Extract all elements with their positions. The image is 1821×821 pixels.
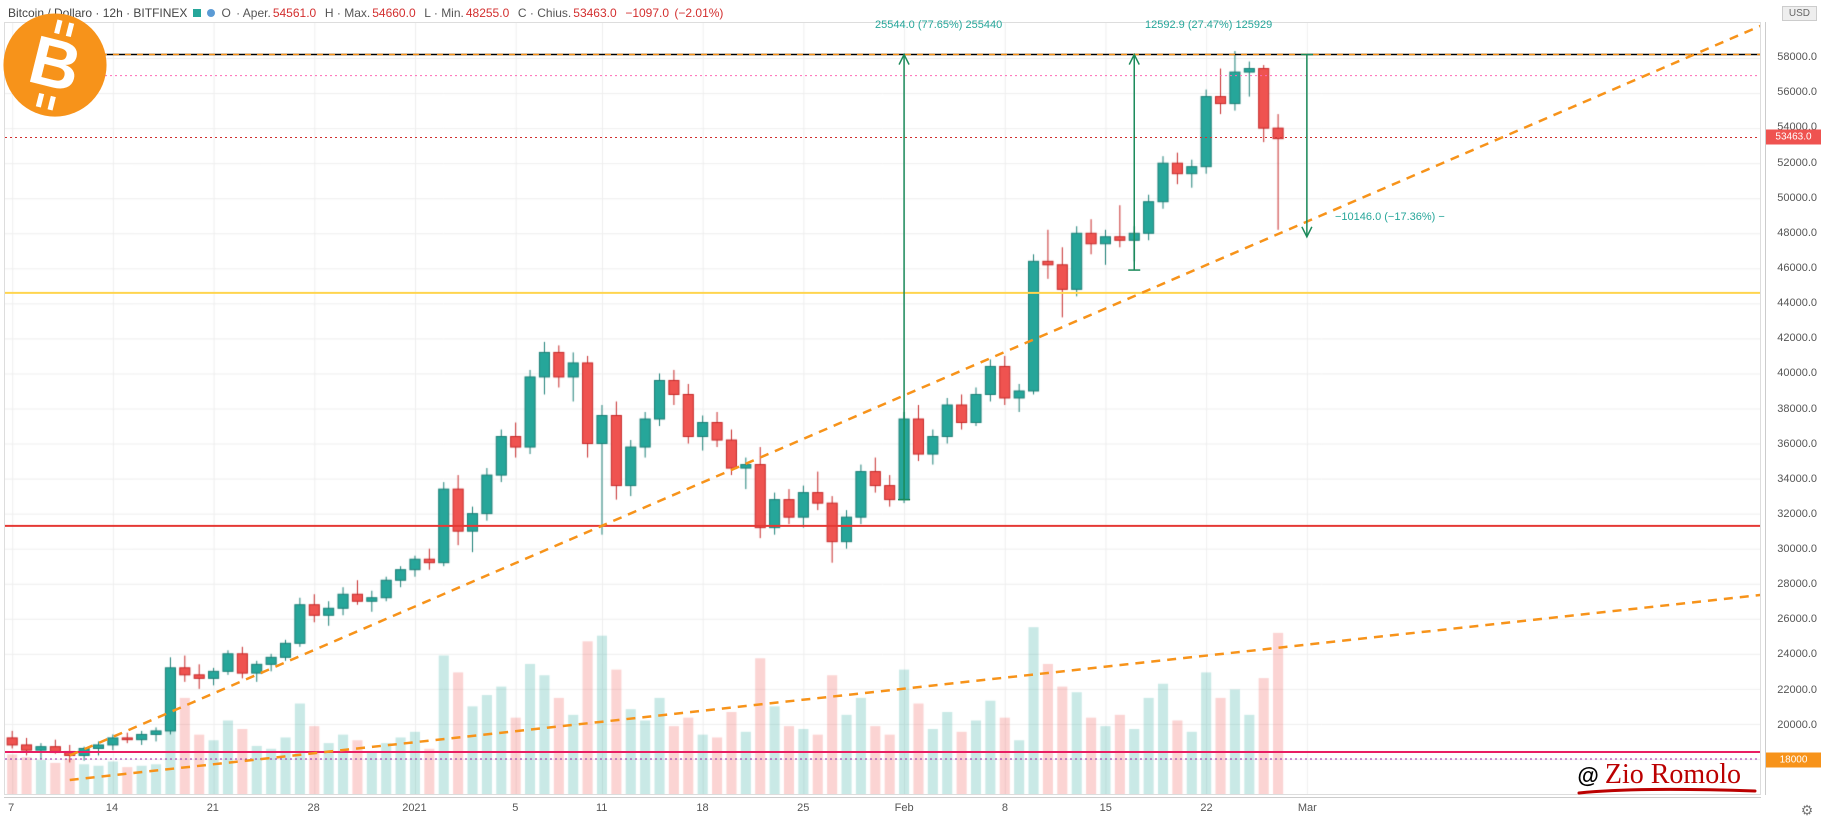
x-tick-label: 2021 bbox=[402, 802, 426, 814]
y-tick-label: 36000.0 bbox=[1777, 438, 1817, 450]
y-tick-label: 34000.0 bbox=[1777, 473, 1817, 485]
x-tick-label: 11 bbox=[596, 802, 607, 814]
x-tick-label: 22 bbox=[1200, 802, 1212, 814]
y-tick-label: 58000.0 bbox=[1777, 51, 1817, 63]
y-tick-label: 42000.0 bbox=[1777, 332, 1817, 344]
price-tag: 18000 bbox=[1766, 752, 1821, 767]
author-signature: @Zio Romolo bbox=[1577, 759, 1741, 791]
y-tick-label: 26000.0 bbox=[1777, 613, 1817, 625]
price-tag: 53463.0 bbox=[1766, 129, 1821, 144]
measure-label: −10146.0 (−17.36%) − bbox=[1335, 211, 1445, 223]
y-tick-label: 44000.0 bbox=[1777, 297, 1817, 309]
time-axis[interactable]: ⚙ 714212820215111825Feb81522Mar bbox=[4, 797, 1761, 821]
y-tick-label: 28000.0 bbox=[1777, 578, 1817, 590]
indicator-dot-icon bbox=[207, 9, 215, 17]
x-tick-label: Feb bbox=[895, 802, 914, 814]
chart-overlay bbox=[5, 23, 1760, 794]
bitcoin-logo-icon: B bbox=[0, 10, 110, 120]
chart-plot-area[interactable]: 25544.0 (77.65%) 25544012592.9 (27.47%) … bbox=[4, 22, 1761, 795]
y-tick-label: 22000.0 bbox=[1777, 684, 1817, 696]
y-tick-label: 38000.0 bbox=[1777, 403, 1817, 415]
x-tick-label: Mar bbox=[1298, 802, 1317, 814]
gear-icon[interactable]: ⚙ bbox=[1797, 800, 1817, 820]
chart-header: Bitcoin / Dollaro · 12h · BITFINEX O · A… bbox=[8, 4, 1761, 22]
x-tick-label: 18 bbox=[696, 802, 708, 814]
x-tick-label: 21 bbox=[207, 802, 219, 814]
x-tick-label: 25 bbox=[797, 802, 809, 814]
y-tick-label: 24000.0 bbox=[1777, 648, 1817, 660]
x-tick-label: 5 bbox=[512, 802, 518, 814]
y-tick-label: 46000.0 bbox=[1777, 262, 1817, 274]
exchange-label: BITFINEX bbox=[133, 6, 187, 20]
y-tick-label: 52000.0 bbox=[1777, 157, 1817, 169]
y-tick-label: 48000.0 bbox=[1777, 227, 1817, 239]
x-tick-label: 7 bbox=[8, 802, 14, 814]
currency-label[interactable]: USD bbox=[1782, 6, 1817, 21]
y-tick-label: 20000.0 bbox=[1777, 719, 1817, 731]
x-tick-label: 15 bbox=[1100, 802, 1112, 814]
y-tick-label: 30000.0 bbox=[1777, 543, 1817, 555]
x-tick-label: 28 bbox=[308, 802, 320, 814]
y-tick-label: 50000.0 bbox=[1777, 192, 1817, 204]
price-axis[interactable]: USD 18000.020000.022000.024000.026000.02… bbox=[1765, 22, 1821, 795]
ohlc-readout: O · Aper.54561.0 H · Max.54660.0 L · Min… bbox=[221, 6, 725, 20]
x-tick-label: 8 bbox=[1002, 802, 1008, 814]
indicator-dot-icon bbox=[193, 9, 201, 17]
y-tick-label: 56000.0 bbox=[1777, 86, 1817, 98]
x-tick-label: 14 bbox=[106, 802, 118, 814]
y-tick-label: 40000.0 bbox=[1777, 367, 1817, 379]
y-tick-label: 32000.0 bbox=[1777, 508, 1817, 520]
